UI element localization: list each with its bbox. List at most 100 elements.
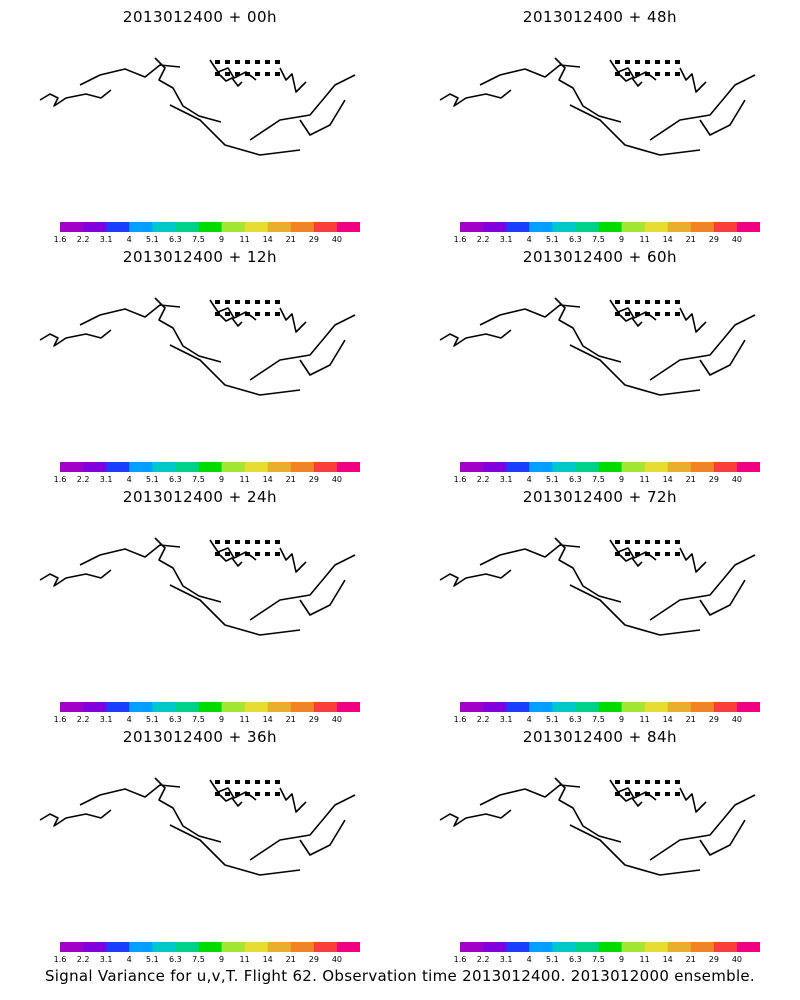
panel-title: 2013012400 + 24h <box>122 488 278 506</box>
colorbar-tick-label: 6.3 <box>169 715 182 724</box>
colorbar-tick-label: 6.3 <box>169 475 182 484</box>
colorbar-labels: 1.6 2.2 3.1 4 5.1 6.3 7.5 9 11 14 21 29 40 <box>54 715 360 727</box>
colorbar-swatch <box>244 702 269 712</box>
colorbar-swatch <box>244 942 269 952</box>
colorbar-tick-label: 21 <box>285 715 296 724</box>
colorbar-tick-label: 2.2 <box>76 715 90 724</box>
colorbar-swatch <box>483 222 507 232</box>
variance-map <box>39 777 356 876</box>
coastline <box>439 537 756 636</box>
colorbar-tick-label: 14 <box>262 235 273 244</box>
colorbar-tick-label: 21 <box>685 475 696 484</box>
colorbar-swatch <box>106 222 130 232</box>
colorbar-tick-label: 4 <box>126 235 132 244</box>
colorbar-tick-label: 9 <box>618 955 625 964</box>
colorbar-tick-label: 5.1 <box>545 955 559 964</box>
colorbar-tick-label: 3.1 <box>499 955 513 964</box>
colorbar-labels: 1.6 2.2 3.1 4 5.1 6.3 7.5 9 11 14 21 29 40 <box>454 715 760 727</box>
colorbar-swatch <box>736 702 760 712</box>
colorbar-swatch <box>460 222 484 232</box>
colorbar-tick-label: 3.1 <box>99 715 113 724</box>
colorbar-swatch <box>336 222 360 232</box>
colorbar-swatch <box>644 702 669 712</box>
colorbar-swatch <box>575 702 599 712</box>
panel-title: 2013012400 + 00h <box>122 8 278 26</box>
colorbar-tick-label: 21 <box>285 235 296 244</box>
colorbar-swatch <box>198 222 223 232</box>
colorbar-swatch <box>690 462 715 472</box>
colorbar-swatch <box>529 222 553 232</box>
colorbar-tick-label: 2.2 <box>476 475 490 484</box>
colorbar-swatch <box>552 462 576 472</box>
coastline <box>39 297 356 396</box>
colorbar-tick-label: 7.5 <box>592 235 605 244</box>
colorbar-tick-label: 11 <box>639 475 650 484</box>
colorbar-tick-label: 29 <box>308 475 319 484</box>
colorbar-swatch <box>598 942 623 952</box>
coastline <box>39 57 356 156</box>
colorbar-tick-label: 9 <box>218 235 225 244</box>
colorbar-swatch <box>667 942 692 952</box>
colorbar-swatch <box>129 702 153 712</box>
colorbar-swatch <box>598 462 623 472</box>
coastline <box>439 297 756 396</box>
colorbar-tick-label: 14 <box>662 475 673 484</box>
colorbar-swatch <box>290 702 315 712</box>
coastline <box>39 537 356 636</box>
colorbar-swatch <box>506 222 530 232</box>
variance-map <box>439 777 756 876</box>
colorbar-tick-label: 40 <box>731 955 743 964</box>
colorbar-tick-label: 1.6 <box>53 235 67 244</box>
colorbar-swatch <box>129 942 153 952</box>
colorbar-tick-label: 3.1 <box>499 475 513 484</box>
panel-title: 2013012400 + 84h <box>522 728 678 746</box>
colorbar-tick-label: 7.5 <box>592 715 605 724</box>
colorbar-swatch <box>267 942 292 952</box>
colorbar-tick-label: 7.5 <box>192 235 205 244</box>
colorbar-tick-label: 11 <box>639 715 650 724</box>
map-panel: 2013012400 + 12h 1.6 2.2 3.1 4 5.1 6.3 7.5 9 11 14… <box>0 240 400 484</box>
colorbar-tick-label: 6.3 <box>569 475 582 484</box>
colorbar-tick-label: 2.2 <box>476 235 490 244</box>
colorbar-swatch <box>198 702 223 712</box>
colorbar-swatch <box>575 222 599 232</box>
colorbar-tick-label: 3.1 <box>499 235 513 244</box>
colorbar-tick-label: 1.6 <box>453 955 467 964</box>
colorbar-tick-label: 4 <box>126 715 132 724</box>
colorbar-tick-label: 5.1 <box>145 235 159 244</box>
colorbar-tick-label: 7.5 <box>192 475 205 484</box>
colorbar-swatch <box>244 222 269 232</box>
colorbar-tick-label: 1.6 <box>453 235 467 244</box>
colorbar-tick-label: 4 <box>126 955 132 964</box>
colorbar-swatch <box>336 702 360 712</box>
colorbar-labels: 1.6 2.2 3.1 4 5.1 6.3 7.5 9 11 14 21 29 40 <box>454 235 760 247</box>
colorbar-tick-label: 4 <box>526 235 532 244</box>
colorbar-swatch <box>529 942 553 952</box>
colorbar-tick-label: 1.6 <box>453 475 467 484</box>
colorbar-tick-label: 5.1 <box>145 475 159 484</box>
colorbar-tick-label: 11 <box>639 235 650 244</box>
colorbar-swatch <box>152 462 176 472</box>
colorbar-swatch <box>83 462 107 472</box>
colorbar-tick-label: 9 <box>218 475 225 484</box>
colorbar-swatch <box>552 942 576 952</box>
panel-title: 2013012400 + 72h <box>522 488 678 506</box>
colorbar-swatch <box>644 462 669 472</box>
colorbar-swatch <box>690 702 715 712</box>
colorbar-tick-label: 6.3 <box>569 235 582 244</box>
map-panel: 2013012400 + 60h 1.6 2.2 3.1 4 5.1 6.3 7.5 9 11 14… <box>400 240 800 484</box>
map-panel: 2013012400 + 00h 1.6 2.2 3.1 4 5.1 6.3 7.5 9 11 14… <box>0 0 400 244</box>
colorbar-labels: 1.6 2.2 3.1 4 5.1 6.3 7.5 9 11 14 21 29 40 <box>454 955 760 967</box>
colorbar-swatch <box>667 702 692 712</box>
colorbar-tick-label: 29 <box>308 235 319 244</box>
colorbar <box>460 222 760 232</box>
variance-map <box>439 537 756 636</box>
colorbar-swatch <box>313 942 338 952</box>
colorbar-swatch <box>552 222 576 232</box>
colorbar-swatch <box>713 702 738 712</box>
colorbar-swatch <box>460 942 484 952</box>
variance-shading <box>135 565 305 660</box>
colorbar-tick-label: 29 <box>708 475 719 484</box>
colorbar-swatch <box>506 942 530 952</box>
colorbar-swatch <box>60 942 84 952</box>
